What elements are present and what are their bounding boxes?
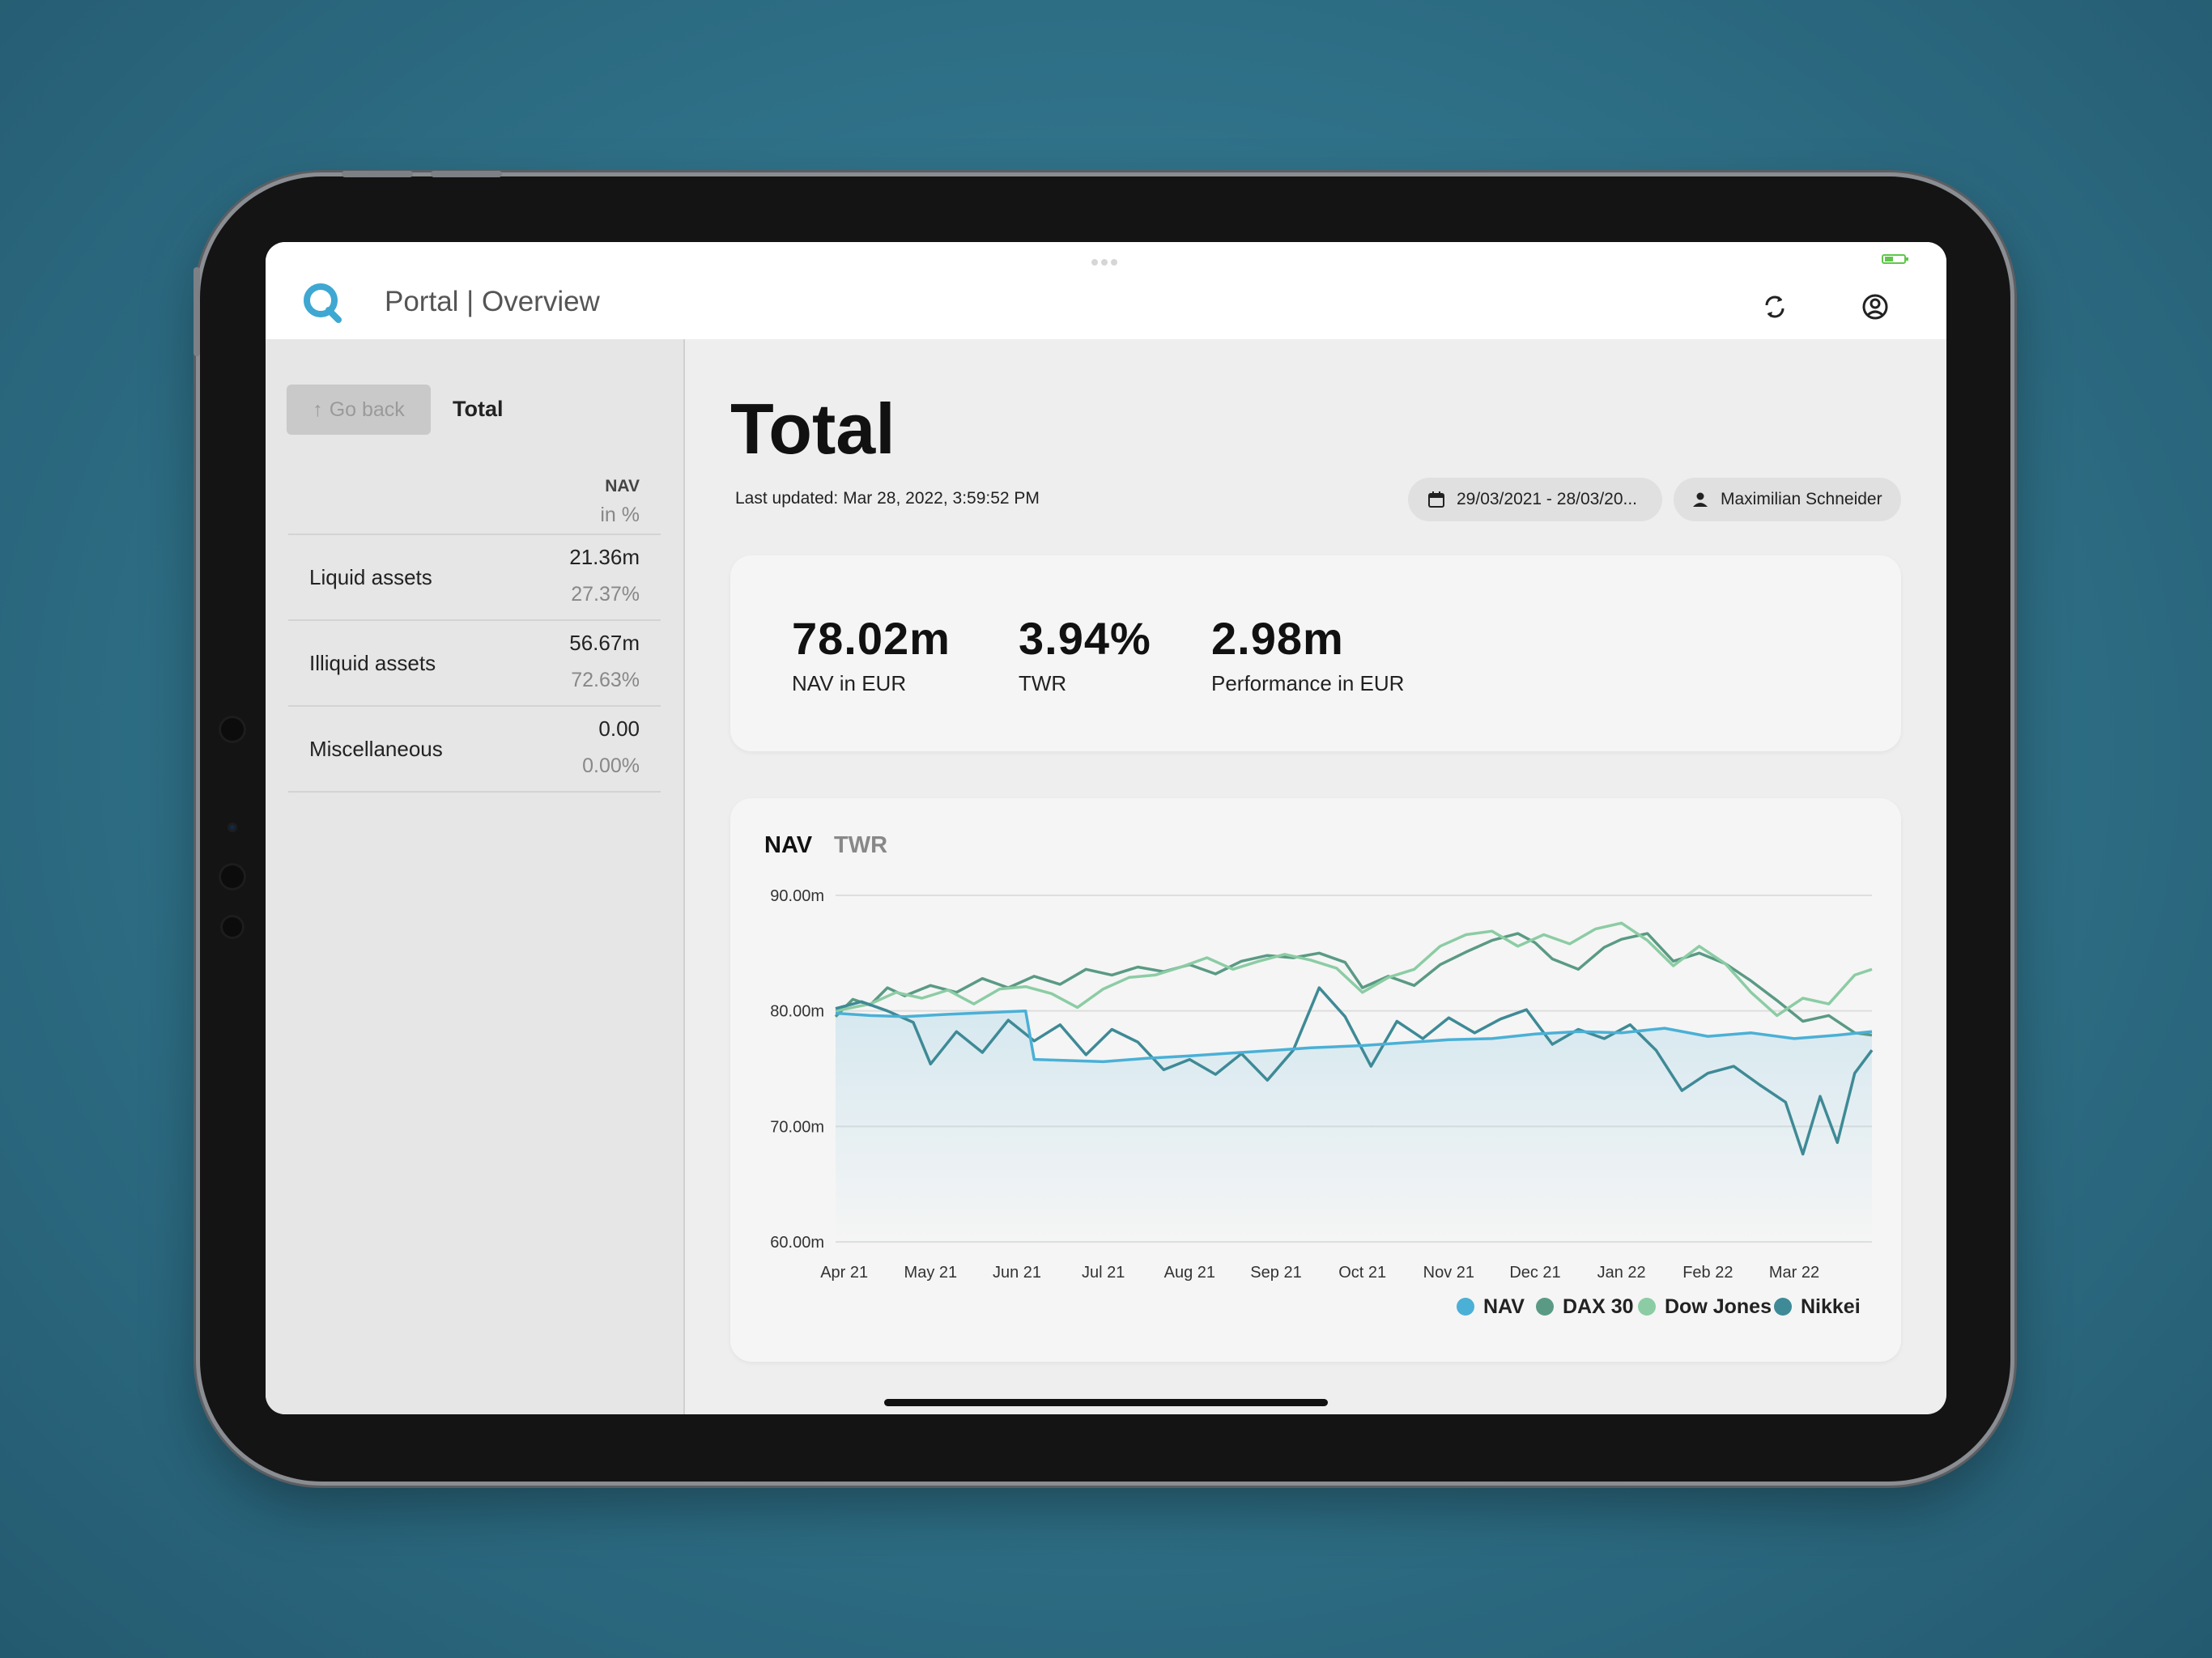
x-tick-label: Aug 21 [1164,1264,1215,1282]
row-label: Liquid assets [309,565,432,589]
arrow-up-icon: ↑ [313,397,323,421]
divider [288,534,661,535]
multitask-grabber[interactable] [1091,255,1121,266]
column-header-nav: NAV [605,477,640,495]
series-line-dax-30 [834,932,1873,1037]
sidebar: ↑ Go back Total NAV in % Liquid assets 2… [266,339,685,1414]
user-name: Maximilian Schneider [1721,490,1882,508]
y-tick-label: 70.00m [770,1118,824,1136]
x-tick-label: Jul 21 [1082,1264,1125,1282]
series-area-nav [836,1010,1872,1242]
series-line-dow-jones [835,921,1873,1018]
sync-icon[interactable] [1757,289,1793,325]
magnet-dot [219,716,246,743]
calendar-icon [1428,491,1444,508]
row-label: Illiquid assets [309,651,436,675]
account-icon[interactable] [1857,289,1893,325]
legend-label-dow-jones: Dow Jones [1665,1295,1772,1318]
kpi-twr-label: TWR [1019,671,1067,695]
go-back-button[interactable]: ↑ Go back [287,385,431,435]
tab-twr[interactable]: TWR [834,832,888,858]
series-line-nikkei [835,986,1874,1156]
page-title: Total [730,389,895,469]
kpi-performance-label: Performance in EUR [1211,671,1405,695]
x-tick-label: Sep 21 [1250,1264,1301,1282]
x-tick-label: Feb 22 [1682,1264,1733,1282]
series-line-nav [835,1009,1873,1064]
row-label: Miscellaneous [309,737,443,761]
legend-label-nav: NAV [1483,1295,1525,1318]
row-percent: 72.63% [571,669,640,691]
top-bar: Portal | Overview [266,242,1946,339]
kpi-twr-value: 3.94% [1019,613,1151,664]
sidebar-title: Total [453,397,504,421]
magnet-dot-2 [219,863,246,891]
chart-card: NAV TWR 90.00m 80.00m 70.00m 60.00m Apr 21 Ma… [730,798,1901,1362]
camera-dot [228,823,237,832]
row-value: 56.67m [569,631,640,655]
user-chip[interactable]: Maximilian Schneider [1674,478,1901,521]
legend-marker-dax-30 [1536,1298,1554,1316]
legend-marker-nikkei [1774,1298,1792,1316]
power-button [194,267,200,356]
x-tick-label: May 21 [904,1264,958,1282]
x-tick-label: Jun 21 [993,1264,1041,1282]
x-tick-label: Nov 21 [1423,1264,1474,1282]
tab-nav[interactable]: NAV [764,832,813,858]
x-tick-label: Apr 21 [820,1264,868,1282]
y-tick-label: 90.00m [770,887,824,905]
volume-button-top-2 [431,171,502,177]
row-value: 21.36m [569,545,640,569]
y-tick-label: 80.00m [770,1003,824,1021]
person-icon [1693,492,1708,507]
row-value: 0.00 [598,716,640,741]
column-header-percent: in % [600,504,640,526]
divider [288,705,661,707]
row-percent: 27.37% [571,583,640,606]
divider [288,619,661,621]
magnet-dot-3 [220,915,245,939]
battery-icon [1882,254,1908,264]
go-back-label: Go back [329,397,405,421]
kpi-nav-value: 78.02m [792,613,951,664]
x-tick-label: Mar 22 [1769,1264,1819,1282]
x-tick-label: Oct 21 [1338,1264,1386,1282]
legend-label-dax-30: DAX 30 [1563,1295,1634,1318]
y-tick-label: 60.00m [770,1234,824,1252]
kpi-nav-label: NAV in EUR [792,671,907,695]
app-title: Portal | Overview [385,286,600,317]
date-range-chip[interactable]: 29/03/2021 - 28/03/20... [1408,478,1662,521]
home-indicator[interactable] [884,1399,1328,1406]
app-screen: Portal | Overview ↑ Go back Total NAV in… [266,242,1946,1414]
volume-button-top [342,171,413,177]
row-percent: 0.00% [582,755,640,777]
last-updated-text: Last updated: Mar 28, 2022, 3:59:52 PM [735,489,1040,508]
legend-marker-nav [1457,1298,1474,1316]
x-tick-label: Dec 21 [1509,1264,1560,1282]
date-range-label: 29/03/2021 - 28/03/20... [1457,490,1638,508]
legend-label-nikkei: Nikkei [1801,1295,1861,1318]
app-logo-icon[interactable] [301,281,345,325]
legend-marker-dow-jones [1638,1298,1656,1316]
x-tick-label: Jan 22 [1597,1264,1646,1282]
kpi-card: 78.02m NAV in EUR 3.94% TWR 2.98m Perfor… [730,555,1901,751]
divider [288,791,661,793]
kpi-performance-value: 2.98m [1211,613,1344,664]
nav-line-chart[interactable]: 90.00m 80.00m 70.00m 60.00m Apr 21 May 21 Jun … [730,798,1901,1362]
